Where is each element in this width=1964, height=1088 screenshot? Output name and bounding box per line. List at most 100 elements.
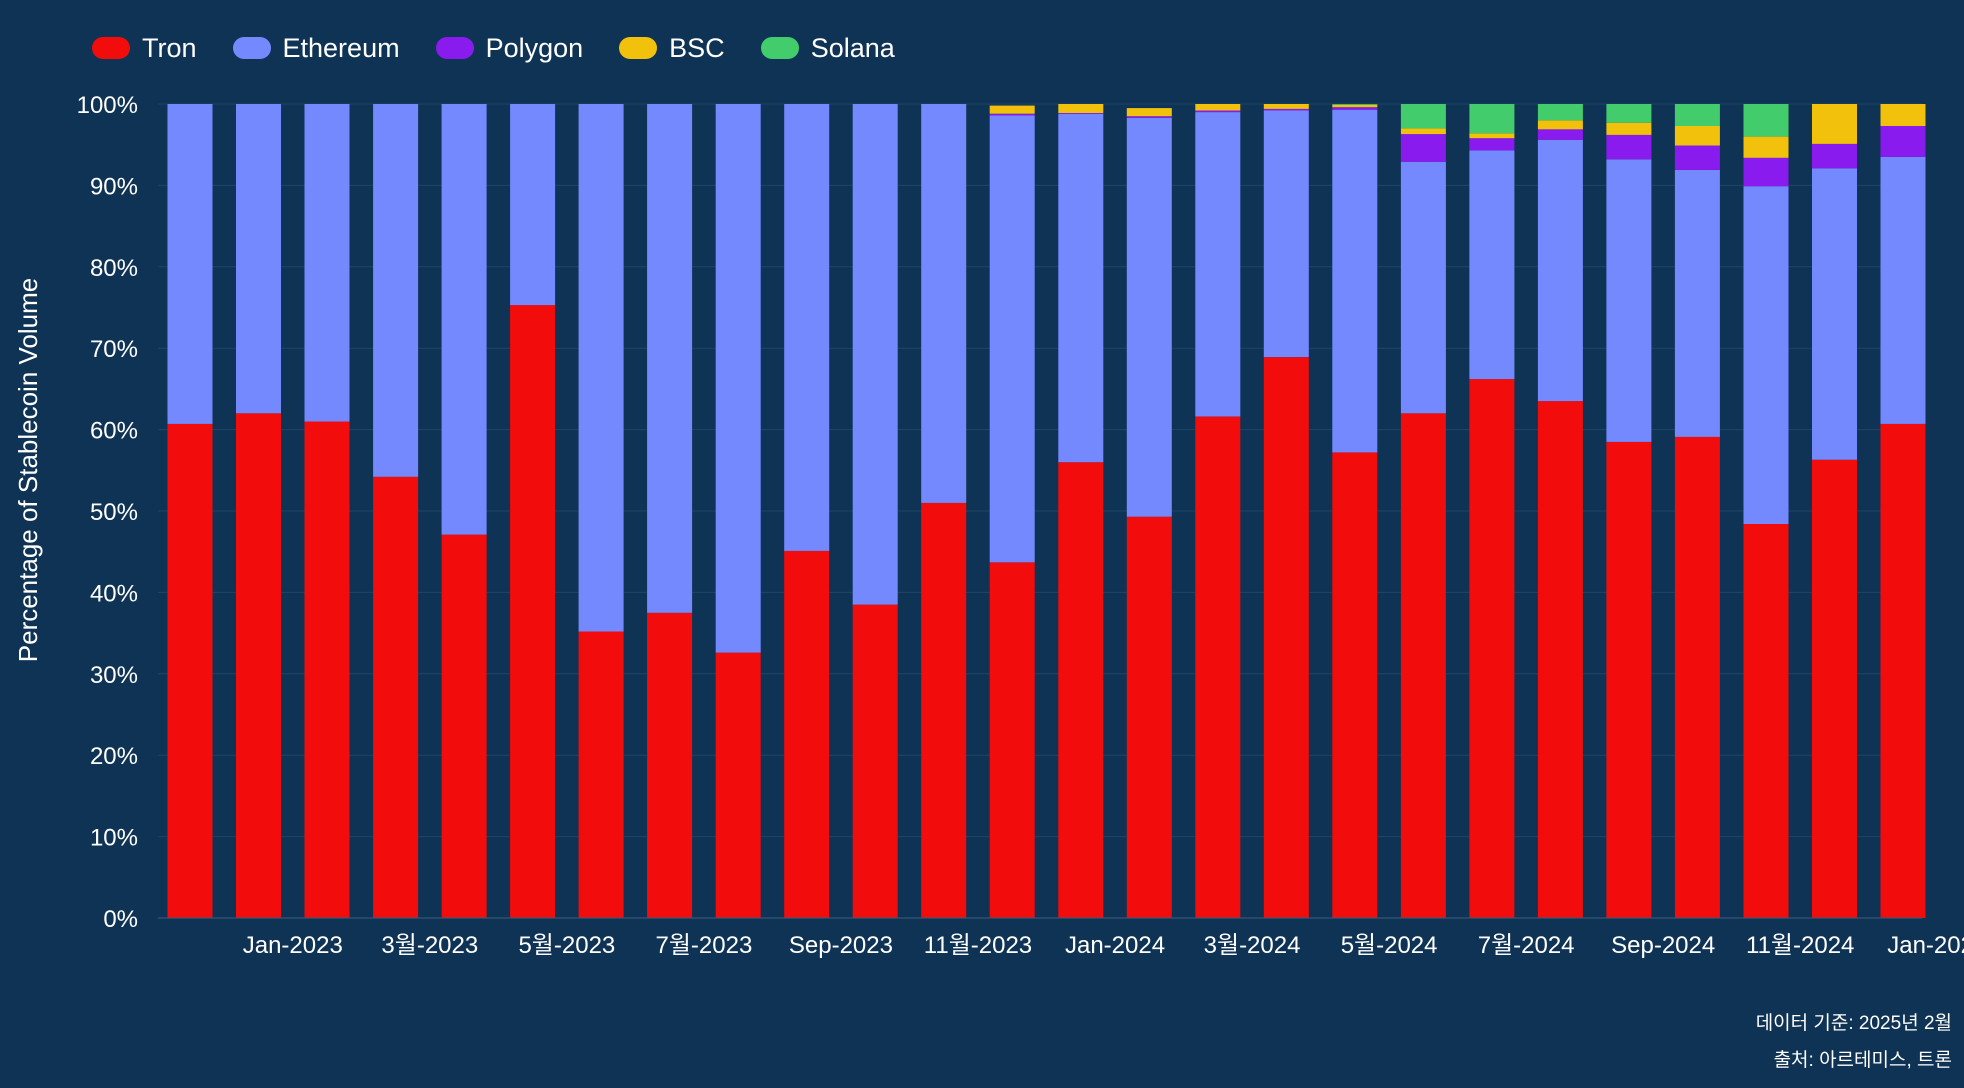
legend-label: BSC <box>669 32 725 63</box>
bar-segment-bsc <box>1743 136 1789 158</box>
bar-segment-tron <box>1812 459 1857 918</box>
bar-segment-polygon <box>1195 110 1241 113</box>
bar-segment-tron <box>1606 441 1652 918</box>
bar-segment-polygon <box>1674 145 1720 170</box>
bar-segment-tron <box>715 652 761 918</box>
bar-segment-ethereum <box>578 104 624 632</box>
bar-segment-ethereum <box>647 104 693 613</box>
x-tick-label: Jan-2024 <box>1065 932 1165 959</box>
bar-segment-tron <box>1126 516 1172 918</box>
legend-item-solana[interactable]: Solana <box>760 32 895 64</box>
bar-segment-tron <box>304 421 350 918</box>
legend-label: Polygon <box>485 32 584 63</box>
source-note: 출처: 아르테미스, 트론 <box>1773 1050 1952 1071</box>
bar-segment-ethereum <box>1812 168 1857 460</box>
x-tick-label: 11월-2024 <box>1746 932 1854 959</box>
bar-segment-polygon <box>1263 108 1309 111</box>
bar-segment-ethereum <box>1674 169 1720 437</box>
data-basis-note: 데이터 기준: 2025년 2월 <box>1755 1013 1952 1034</box>
legend: Tron Ethereum Polygon BSC Solana <box>92 28 931 68</box>
bar-segment-tron <box>1263 357 1309 918</box>
y-tick-label: 0% <box>103 906 138 933</box>
x-tick-label: 7월-2024 <box>1478 932 1575 959</box>
legend-item-tron[interactable]: Tron <box>92 33 197 64</box>
bar-segment-ethereum <box>1058 113 1104 463</box>
bar-segment-ethereum <box>167 104 213 424</box>
bar-segment-polygon <box>1058 113 1104 114</box>
legend-item-polygon[interactable]: Polygon <box>435 32 584 64</box>
y-tick-label: 10% <box>90 825 138 852</box>
bars <box>167 104 1926 919</box>
bar-segment-ethereum <box>1880 156 1926 424</box>
bar-segment-bsc <box>1606 122 1652 135</box>
x-tick-label: 3월-2024 <box>1204 932 1301 959</box>
bar-segment-ethereum <box>236 104 281 414</box>
bar-segment-bsc <box>989 105 1035 114</box>
bar-segment-solana <box>1469 104 1515 134</box>
legend-swatch-polygon <box>435 37 474 59</box>
bar-segment-ethereum <box>1743 186 1789 524</box>
x-tick-label: Jan-2023 <box>243 932 343 959</box>
bar-segment-solana <box>1537 104 1583 121</box>
bar-segment-tron <box>1195 416 1241 918</box>
bar-segment-bsc <box>1126 108 1172 117</box>
bar-segment-polygon <box>1469 138 1515 151</box>
bar-segment-tron <box>236 413 281 918</box>
bar-segment-bsc <box>1263 104 1309 109</box>
bar-segment-polygon <box>989 113 1035 116</box>
bar-segment-tron <box>921 502 967 918</box>
x-tick-label: 5월-2024 <box>1341 932 1438 959</box>
bar-segment-tron <box>1743 524 1789 918</box>
legend-label: Ethereum <box>282 32 400 63</box>
bar-segment-tron <box>784 550 830 918</box>
legend-swatch-bsc <box>619 37 658 59</box>
bar-segment-ethereum <box>1126 117 1172 517</box>
bar-segment-bsc <box>1400 128 1446 135</box>
y-axis-ticks: 0% 10% 20% 30% 40% 50% 60% 70% 80% 90% 100% <box>77 92 138 933</box>
bar-segment-ethereum <box>1469 150 1515 380</box>
y-axis-title: Percentage of Stablecoin Volume <box>13 278 43 662</box>
legend-swatch-tron <box>92 37 130 59</box>
bar-segment-tron <box>1674 436 1720 918</box>
bar-segment-ethereum <box>1400 161 1446 414</box>
bar-segment-bsc <box>1195 104 1241 111</box>
bar-segment-tron <box>373 476 419 918</box>
bar-segment-tron <box>1400 413 1446 918</box>
y-tick-label: 20% <box>90 743 138 770</box>
bar-segment-ethereum <box>1332 109 1378 453</box>
legend-item-bsc[interactable]: BSC <box>619 33 725 64</box>
bar-segment-tron <box>1469 379 1515 919</box>
legend-item-ethereum[interactable]: Ethereum <box>232 32 400 64</box>
legend-swatch-ethereum <box>232 37 271 59</box>
bar-segment-polygon <box>1606 134 1652 160</box>
legend-label: Tron <box>142 32 197 63</box>
bar-segment-polygon <box>1126 116 1172 118</box>
bar-segment-tron <box>647 612 693 919</box>
x-tick-label: 3월-2023 <box>381 932 478 959</box>
bar-segment-bsc <box>1537 120 1583 130</box>
bar-segment-polygon <box>1400 134 1446 162</box>
x-tick-label: Jan-2025 <box>1887 932 1964 959</box>
legend-label: Solana <box>810 32 895 63</box>
bar-segment-bsc <box>1058 104 1104 113</box>
bar-segment-solana <box>1332 104 1378 105</box>
bar-segment-ethereum <box>1263 110 1309 358</box>
bar-segment-ethereum <box>441 104 487 535</box>
legend-swatch-solana <box>760 37 799 59</box>
bar-segment-tron <box>441 534 487 918</box>
bar-segment-ethereum <box>510 104 556 306</box>
bar-segment-solana <box>1743 104 1789 137</box>
y-tick-label: 90% <box>90 173 138 200</box>
bar-segment-solana <box>1674 104 1720 126</box>
x-tick-label: Sep-2023 <box>789 932 893 959</box>
bar-segment-tron <box>1332 452 1378 918</box>
y-tick-label: 80% <box>90 255 138 282</box>
bar-segment-tron <box>1880 423 1926 918</box>
bar-segment-polygon <box>1743 157 1789 187</box>
bar-segment-ethereum <box>1195 112 1241 417</box>
x-tick-label: Sep-2024 <box>1611 932 1715 959</box>
bar-segment-tron <box>1058 462 1104 918</box>
bar-segment-polygon <box>1812 143 1857 169</box>
bar-segment-bsc <box>1674 126 1720 146</box>
bar-segment-tron <box>1537 401 1583 919</box>
